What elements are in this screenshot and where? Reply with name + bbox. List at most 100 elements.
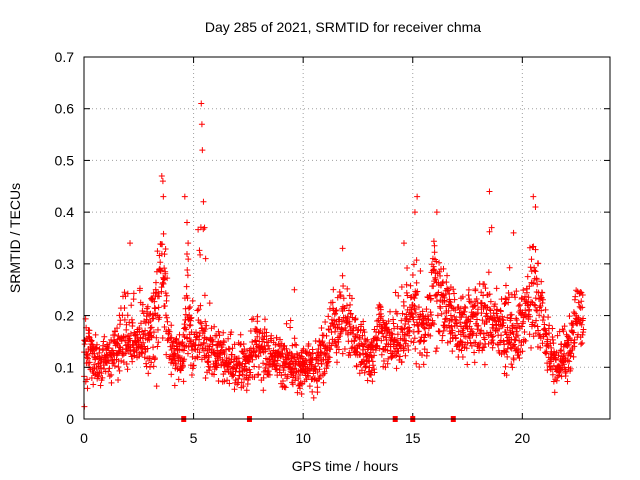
data-point [305,341,312,348]
data-point [340,295,347,302]
data-point [360,343,367,350]
data-point [503,372,510,379]
data-point [431,242,438,249]
data-point [560,328,567,335]
data-point [139,301,146,308]
data-point [230,372,237,379]
data-point [530,243,537,250]
data-point [337,293,344,300]
data-point [318,349,325,356]
data-point [445,287,452,294]
data-point [276,363,283,370]
data-point [382,334,389,341]
data-point [185,305,192,312]
data-point [168,371,175,378]
data-point [247,369,254,376]
data-point [168,322,175,329]
data-point [403,289,410,296]
data-point [229,345,236,352]
data-point [180,347,187,354]
data-point [467,318,474,325]
data-point [492,301,499,308]
y-tick-label: 0 [66,411,74,427]
data-point [536,304,543,311]
data-point [512,337,519,344]
data-point [516,301,523,308]
data-point [529,243,536,250]
data-point [135,338,142,345]
x-tick-label: 20 [515,430,531,446]
data-point [570,322,577,329]
data-point [401,331,408,338]
data-point [129,358,136,365]
data-point [289,381,296,388]
data-point [208,345,215,352]
data-point [415,323,422,330]
plot-frame [83,56,611,420]
data-point [465,286,472,293]
data-point [260,360,267,367]
data-point [116,343,123,350]
data-point [196,336,203,343]
data-point [485,332,492,339]
data-point [193,329,200,336]
data-point [579,340,586,347]
data-point [579,331,586,338]
data-point [124,366,131,373]
data-point [303,358,310,365]
data-point [413,279,420,286]
data-point [184,272,191,279]
data-point [392,352,399,359]
data-point [511,343,518,350]
data-point [535,327,542,334]
data-point [406,327,413,334]
data-point [390,320,397,327]
data-point [88,337,95,344]
data-point [155,339,162,346]
data-point [409,272,416,279]
data-point [392,289,399,296]
data-point [287,317,294,324]
data-point [465,292,472,299]
data-point [124,312,131,319]
data-point [231,341,238,348]
data-point [342,324,349,331]
data-point [136,324,143,331]
data-point [105,368,112,375]
data-point [223,346,230,353]
data-point [498,323,505,330]
data-point [118,357,125,364]
data-point [157,268,164,275]
data-point [300,345,307,352]
data-point [432,276,439,283]
data-point [487,307,494,314]
data-point [294,389,301,396]
data-point [414,193,421,200]
data-point [202,375,209,382]
data-point [146,364,153,371]
data-point [417,268,424,275]
data-point [159,334,166,341]
data-point [475,322,482,329]
data-point [195,306,202,313]
data-point [521,329,528,336]
data-point [253,347,260,354]
data-point [216,332,223,339]
data-point [148,324,155,331]
data-point [346,323,353,330]
data-point [190,362,197,369]
data-point [199,147,206,154]
data-point [85,333,92,340]
data-point [389,331,396,338]
data-point [181,193,188,200]
data-point [539,296,546,303]
data-point [374,335,381,342]
data-point [108,379,115,386]
data-point [152,305,159,312]
data-point [109,347,116,354]
data-point [191,341,198,348]
data-point [507,315,514,322]
data-point [494,306,501,313]
data-point [427,332,434,339]
data-point [570,353,577,360]
